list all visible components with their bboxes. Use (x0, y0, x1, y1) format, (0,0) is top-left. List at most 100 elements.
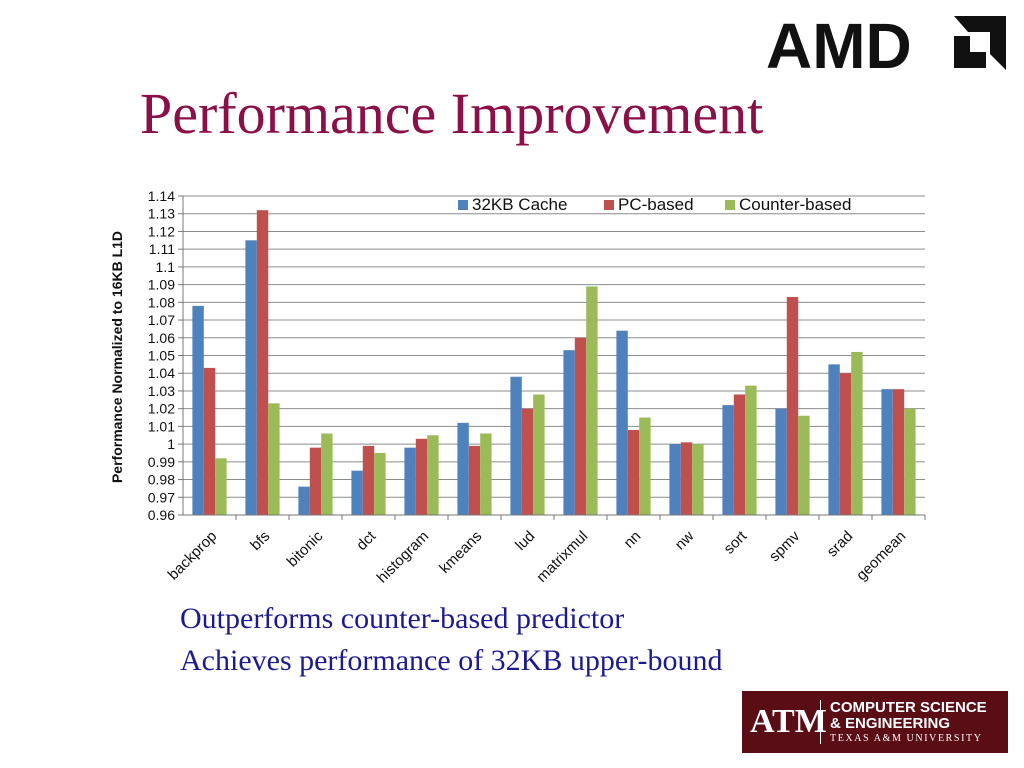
y-tick-label: 1.14 (148, 188, 175, 204)
bullet-achieves: Achieves performance of 32KB upper-bound (180, 644, 723, 677)
bar (616, 330, 628, 515)
bar (415, 438, 428, 515)
y-tick-label: 1.01 (148, 418, 175, 434)
legend-swatch (458, 200, 468, 210)
bar (468, 445, 481, 515)
bar (892, 389, 905, 515)
bar (775, 408, 787, 515)
x-tick-label: kmeans (436, 528, 485, 577)
y-tick-label: 1.02 (148, 401, 175, 417)
amd-logo: AMD (766, 12, 1006, 74)
bar (574, 337, 587, 515)
bullet-outperforms: Outperforms counter-based predictor (180, 602, 625, 635)
slide-title: Performance Improvement (140, 81, 764, 146)
y-tick-label: 1.08 (148, 294, 175, 310)
bar (722, 405, 734, 515)
bar (480, 433, 492, 515)
bar (245, 240, 257, 516)
chart-bars (192, 210, 916, 516)
chart-legend: 32KB Cache PC-based Counter-based (458, 195, 851, 214)
bar (215, 458, 227, 515)
bar (798, 415, 810, 515)
legend-label: 32KB Cache (472, 195, 567, 214)
bar (351, 470, 363, 515)
x-tick-label: spmv (766, 527, 804, 565)
y-tick-label: 1.05 (148, 348, 175, 364)
chart-y-tick-labels: 0.96 0.970.98 0.99 1 1.011.02 1.03 1.041.05 1.0… (148, 188, 175, 523)
logo-line-3: TEXAS A&M UNIVERSITY (830, 733, 983, 744)
chart-axes (178, 195, 926, 520)
y-tick-label: 1.1 (156, 259, 176, 275)
legend-swatch (725, 200, 735, 210)
logo-line-2: & ENGINEERING (830, 715, 951, 732)
bar (639, 417, 651, 515)
bar (457, 422, 469, 515)
x-tick-label: sort (721, 527, 751, 557)
bar (733, 394, 746, 515)
bar (256, 210, 269, 515)
y-tick-label: 0.96 (148, 507, 175, 523)
bar (309, 447, 322, 515)
bar (362, 445, 375, 515)
bar-chart: 0.96 0.970.98 0.99 1 1.011.02 1.03 1.041.05 1.0… (109, 188, 926, 586)
y-tick-label: 1.12 (148, 223, 175, 239)
x-tick-label: dct (353, 527, 380, 554)
bar (268, 403, 280, 515)
x-tick-label: histogram (374, 528, 433, 587)
logo-line-1: COMPUTER SCIENCE (830, 699, 987, 716)
chart-gridlines (183, 195, 925, 516)
amd-logo-text: AMD (766, 12, 912, 74)
y-tick-label: 1.03 (148, 383, 175, 399)
amd-arrow-icon (954, 16, 1006, 70)
x-tick-label: geomean (853, 528, 909, 584)
bar (521, 408, 534, 515)
bar (828, 364, 840, 515)
bar (533, 394, 545, 515)
x-tick-label: bfs (247, 528, 273, 554)
bar (298, 486, 310, 515)
bar (881, 389, 893, 515)
tamu-cse-logo: ATM COMPUTER SCIENCE & ENGINEERING TEXAS… (742, 691, 1008, 753)
bar (745, 385, 757, 515)
bar (839, 373, 852, 515)
x-tick-label: lud (512, 528, 538, 554)
x-tick-label: bitonic (284, 527, 327, 570)
bar (563, 350, 575, 515)
bar (203, 367, 216, 515)
x-tick-label: backprop (165, 528, 221, 584)
legend-label: PC-based (618, 195, 694, 214)
y-tick-label: 1.04 (148, 365, 175, 381)
y-tick-label: 1.09 (148, 277, 175, 293)
y-tick-label: 1.11 (149, 241, 175, 257)
bar (321, 433, 333, 515)
tamu-mark: ATM (750, 703, 827, 740)
bar (669, 444, 681, 515)
y-tick-label: 1.06 (148, 330, 175, 346)
y-tick-label: 1.13 (148, 206, 175, 222)
bar (627, 429, 640, 515)
legend-swatch (604, 200, 614, 210)
bar (427, 435, 439, 515)
logo-divider (820, 700, 821, 744)
bar (851, 351, 863, 515)
bar (692, 444, 704, 515)
x-tick-label: nw (672, 528, 698, 554)
y-tick-label: 0.98 (148, 472, 175, 488)
bar (586, 286, 598, 515)
y-tick-label: 0.97 (148, 489, 175, 505)
bar (192, 305, 204, 515)
x-tick-label: srad (824, 528, 857, 561)
y-tick-label: 1.07 (148, 312, 175, 328)
y-tick-label: 0.99 (148, 454, 175, 470)
legend-label: Counter-based (739, 195, 851, 214)
y-tick-label: 1 (167, 436, 175, 452)
bar (680, 442, 693, 515)
y-axis-label: Performance Normalized to 16KB L1D (109, 231, 125, 483)
x-tick-label: matrixmul (533, 528, 591, 586)
bar (786, 297, 799, 515)
bar (904, 408, 916, 515)
bar (404, 447, 416, 515)
bar (374, 452, 386, 515)
x-tick-label: nn (621, 528, 645, 552)
